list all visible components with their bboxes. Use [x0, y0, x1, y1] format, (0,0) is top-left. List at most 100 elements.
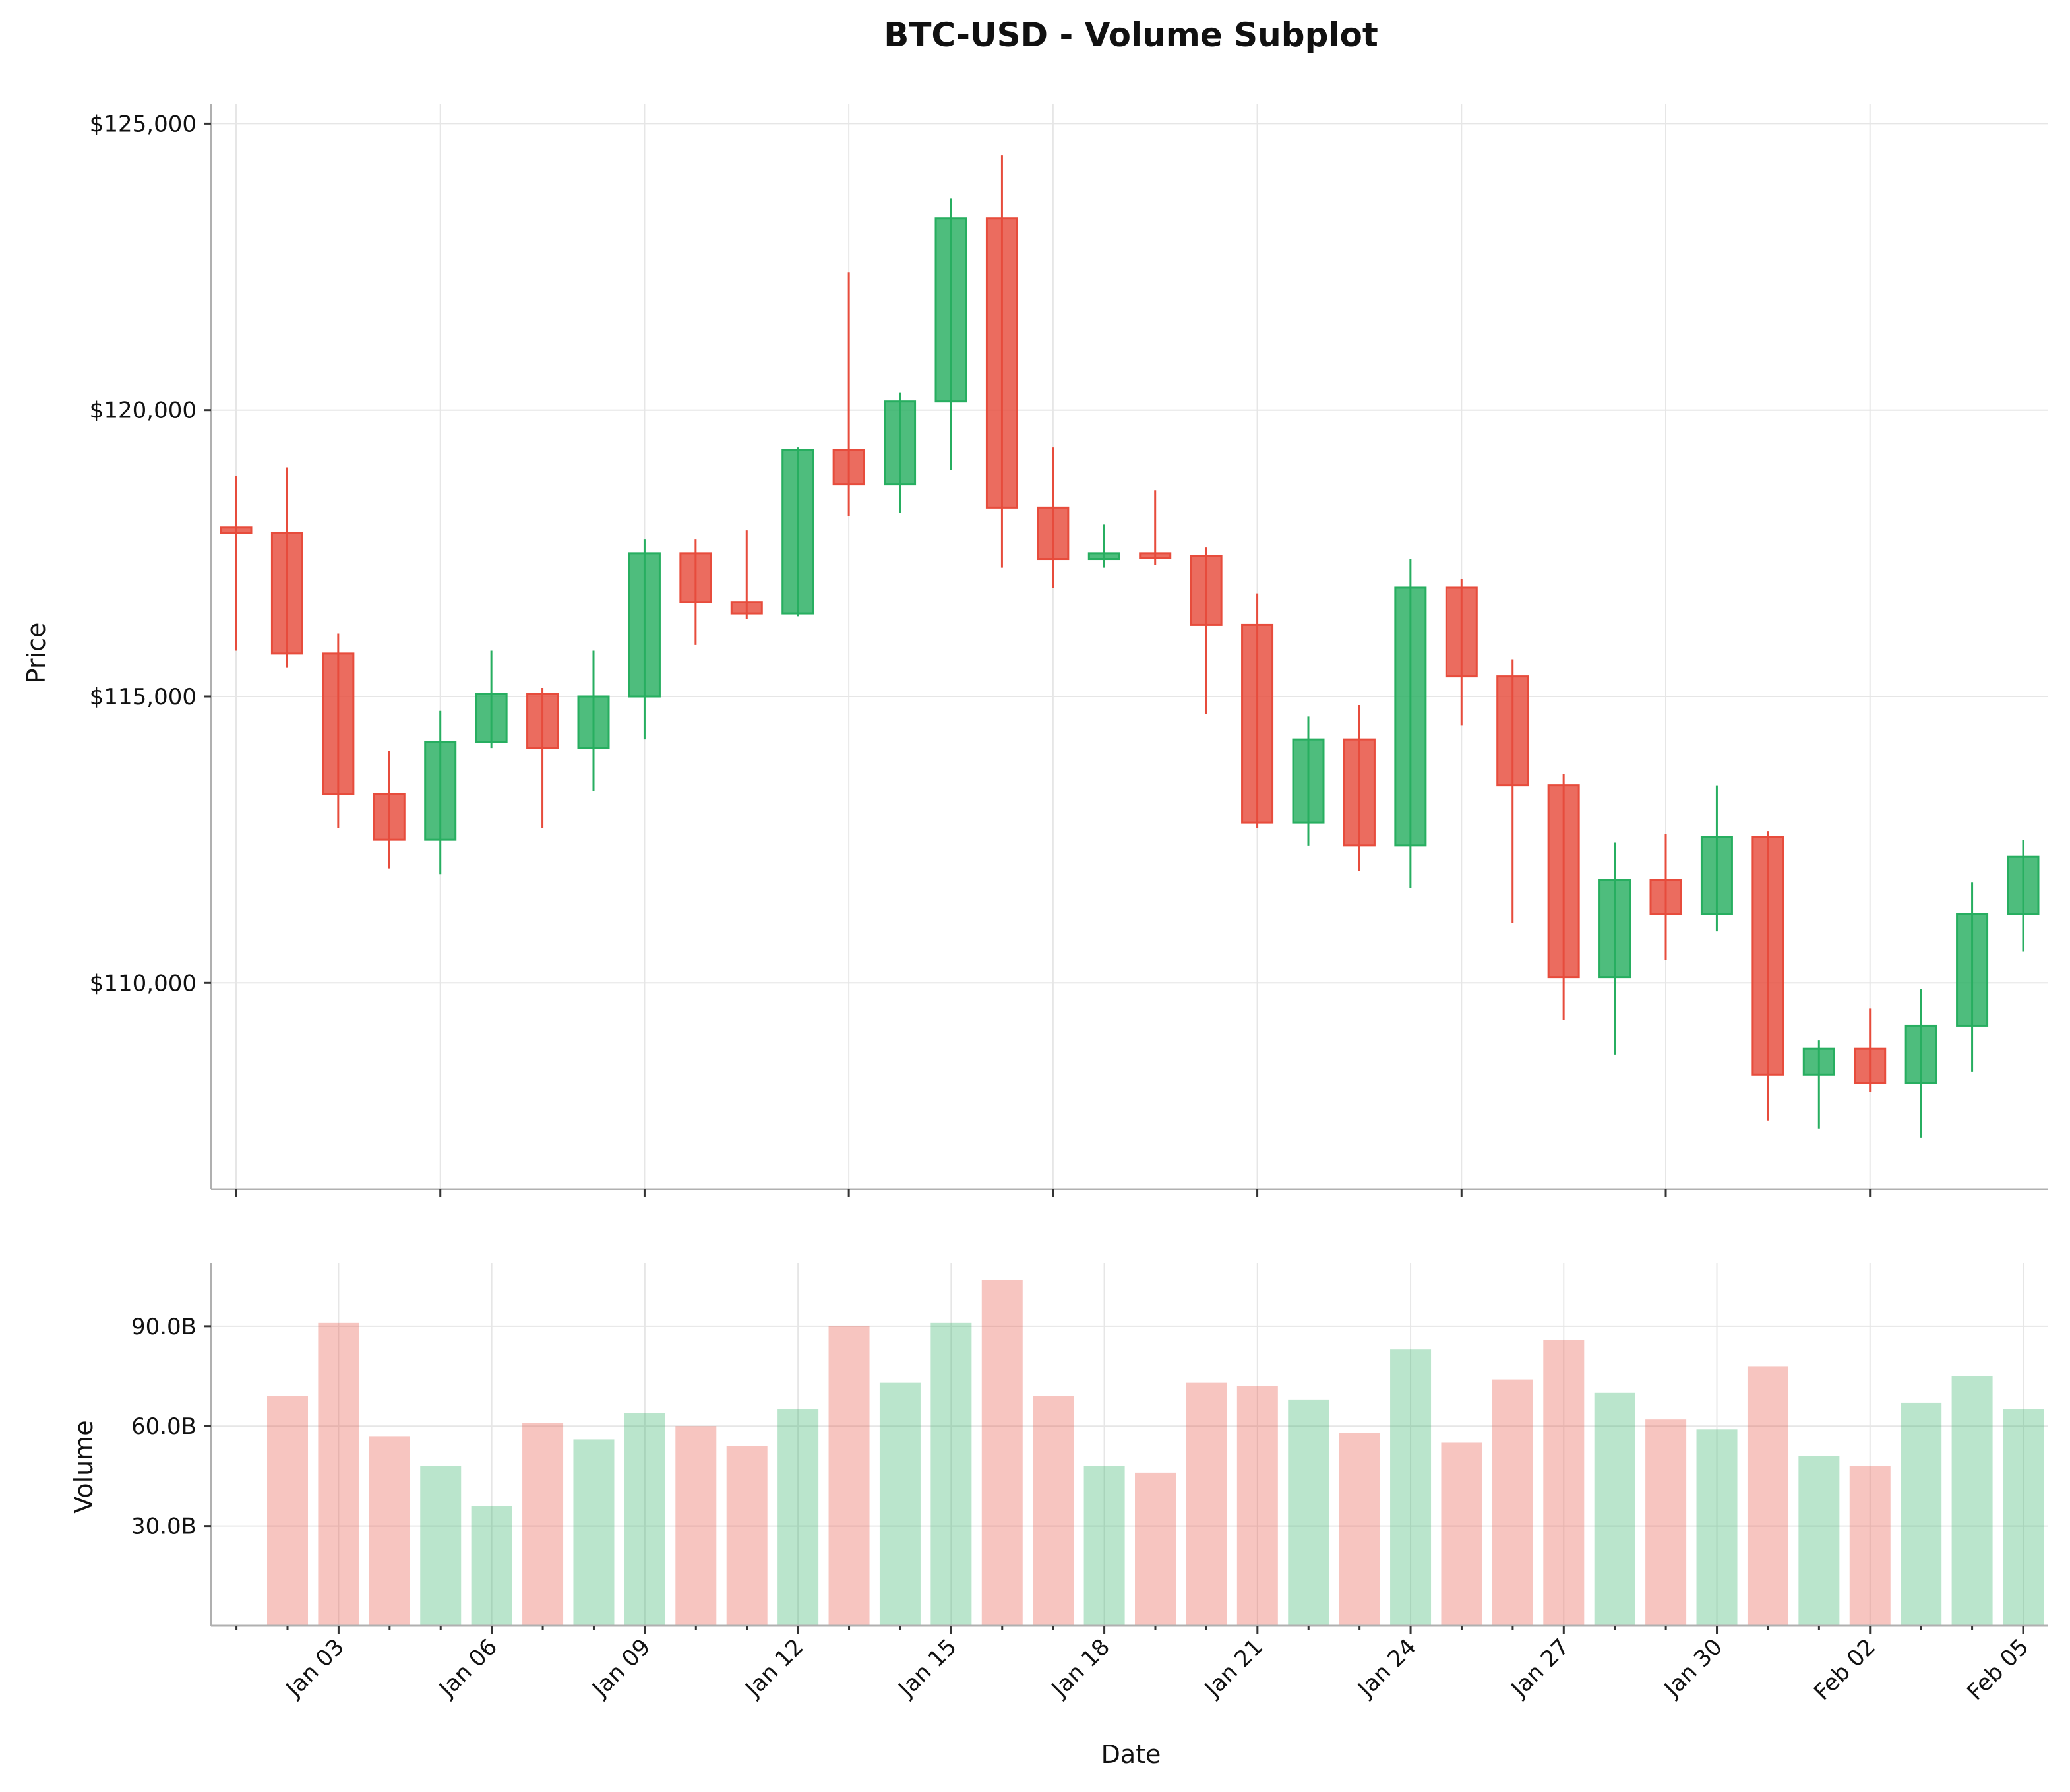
volume-bar [1390, 1349, 1432, 1626]
volume-tick-label: 90.0B [131, 1314, 197, 1340]
volume-bar [1288, 1399, 1329, 1626]
volume-bar [1849, 1466, 1891, 1626]
candle [577, 650, 610, 791]
x-axis-ticks: Jan 03 Jan 06 Jan 09 Jan 12 Jan 15 Jan 18 Jan … [235, 1626, 2034, 1706]
candle [832, 272, 865, 516]
price-axis-title: Price [22, 623, 51, 684]
candle [2007, 840, 2040, 952]
candle-body [1496, 675, 1529, 787]
volume-bar [2003, 1409, 2044, 1626]
volume-bar [1645, 1419, 1687, 1626]
x-tick-label: Jan 27 [1506, 1634, 1575, 1703]
candle-body [1904, 1024, 1937, 1084]
volume-tick-label: 30.0B [131, 1514, 197, 1540]
candle-body [628, 552, 661, 698]
volume-bar [1339, 1433, 1380, 1626]
price-tick-label: $115,000 [90, 684, 197, 710]
volume-bar [420, 1466, 462, 1626]
volume-bar [1696, 1429, 1738, 1626]
candle-body [322, 652, 355, 795]
candle-body [985, 217, 1018, 509]
x-tick-label: Jan 21 [1199, 1634, 1268, 1703]
candle-body [679, 552, 712, 603]
candle [1190, 547, 1223, 714]
candle [1087, 524, 1120, 568]
volume-bar [1492, 1379, 1533, 1626]
candle-body [1139, 552, 1172, 559]
candle-body [1292, 738, 1325, 824]
x-tick-label: Jan 18 [1046, 1634, 1115, 1703]
candle-body [270, 532, 303, 655]
candle-body [424, 741, 457, 841]
volume-bar [1186, 1382, 1227, 1626]
volume-bar [1747, 1366, 1788, 1626]
candle [220, 476, 253, 651]
candle-body [730, 601, 763, 615]
volume-bar [1236, 1386, 1278, 1626]
volume-bar [1135, 1472, 1176, 1626]
volume-bar [726, 1446, 768, 1626]
candle [1394, 559, 1427, 888]
x-tick-label: Jan 15 [893, 1634, 962, 1703]
candle-body [934, 217, 967, 403]
volume-bar [1543, 1340, 1585, 1626]
volume-bar [573, 1439, 615, 1626]
volume-bar [1798, 1456, 1840, 1626]
volume-bar [930, 1322, 972, 1626]
x-tick-label: Feb 05 [1962, 1634, 2034, 1706]
candle [270, 467, 303, 668]
volume-bar [1083, 1466, 1125, 1626]
candle-body [1956, 913, 1989, 1027]
candle [1700, 785, 1733, 932]
candle [781, 447, 814, 617]
candle [985, 155, 1018, 568]
candle [424, 710, 457, 875]
x-tick-label: Jan 03 [280, 1634, 350, 1703]
volume-bar [1033, 1396, 1074, 1626]
candle-body [1751, 836, 1784, 1076]
volume-tick-label: 60.0B [131, 1413, 197, 1440]
candle [1496, 659, 1529, 923]
volume-bar [624, 1413, 665, 1626]
candle-body [1037, 506, 1070, 561]
candle [730, 530, 763, 619]
candle-body [526, 693, 559, 749]
candle-body [1087, 552, 1120, 561]
candle [1854, 1008, 1887, 1092]
volume-gridlines [211, 1263, 2048, 1626]
candle-body [475, 693, 508, 743]
candle [1547, 774, 1580, 1020]
candle [1802, 1040, 1835, 1129]
candle [1292, 716, 1325, 846]
volume-bar [318, 1322, 359, 1626]
volume-bar [522, 1423, 564, 1626]
volume-bar [267, 1396, 308, 1626]
volume-bar [981, 1280, 1023, 1626]
candle [934, 198, 967, 470]
candle-body [373, 793, 406, 841]
candle-body [832, 449, 865, 486]
candle [884, 392, 917, 514]
x-tick-label: Jan 09 [586, 1634, 655, 1703]
volume-bar [1441, 1442, 1482, 1626]
candle [1445, 578, 1478, 726]
price-panel: $110,000 $115,000 $120,000 $125,000 [90, 104, 2048, 1197]
candle-body [884, 400, 917, 486]
candle-body [220, 526, 253, 534]
candle [1241, 593, 1274, 828]
volume-bar [777, 1409, 819, 1626]
x-tick-label: Jan 06 [433, 1634, 502, 1703]
candle [679, 539, 712, 645]
volume-bars [267, 1280, 2044, 1626]
price-tick-label: $125,000 [90, 111, 197, 137]
volume-bar [828, 1326, 870, 1626]
volume-bar [675, 1426, 717, 1626]
candle-body [1190, 555, 1223, 626]
candle-body [1241, 623, 1274, 824]
volume-bar [1901, 1402, 1942, 1626]
x-tick-label: Jan 24 [1352, 1634, 1421, 1703]
candle [1751, 831, 1784, 1121]
